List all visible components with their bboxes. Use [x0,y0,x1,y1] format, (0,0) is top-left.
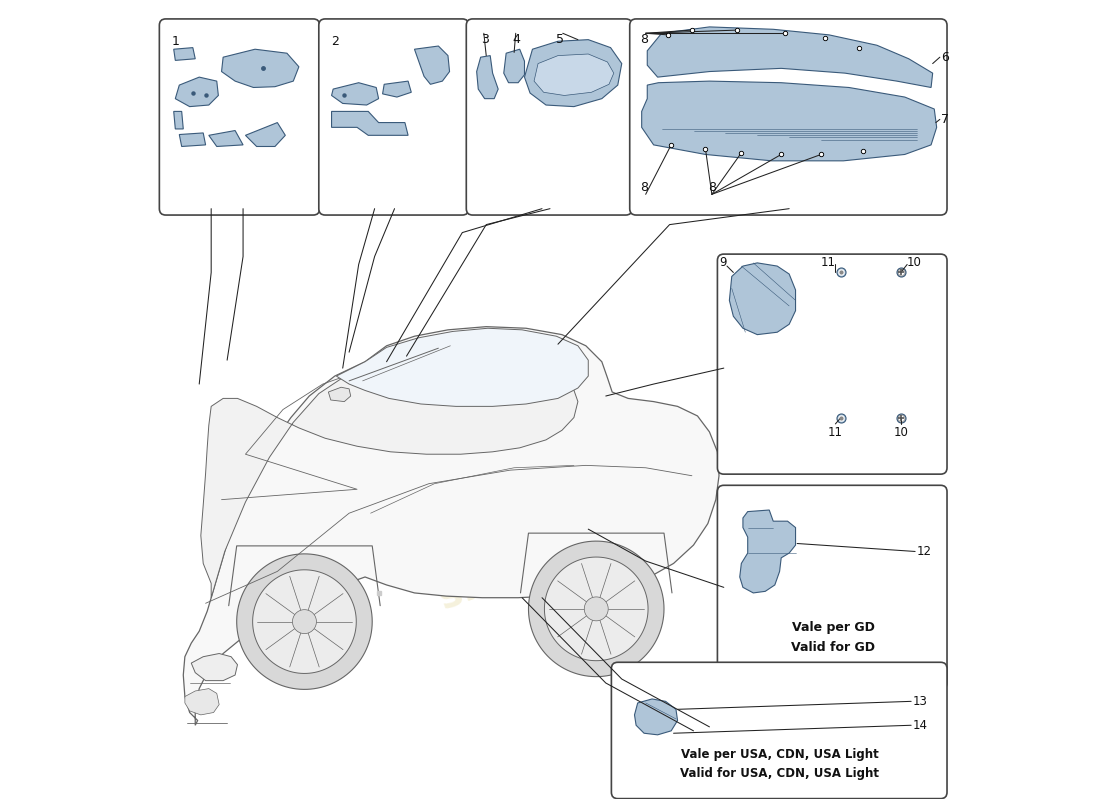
Polygon shape [535,54,614,95]
Polygon shape [245,122,285,146]
Text: 8: 8 [708,182,716,194]
Polygon shape [184,326,719,726]
Polygon shape [415,46,450,84]
Text: 13: 13 [913,695,927,708]
Text: 9: 9 [719,256,727,270]
Polygon shape [293,610,317,634]
FancyBboxPatch shape [319,19,469,215]
Text: 2: 2 [331,35,340,48]
Polygon shape [191,654,238,681]
Text: 11: 11 [828,426,843,438]
Text: parts: parts [395,455,578,568]
FancyBboxPatch shape [612,662,947,798]
Polygon shape [729,263,795,334]
Polygon shape [174,111,184,129]
Polygon shape [641,81,937,161]
FancyBboxPatch shape [466,19,632,215]
Text: Vale per GD: Vale per GD [792,621,875,634]
Text: 8: 8 [640,182,648,194]
Polygon shape [179,133,206,146]
Text: since 1985: since 1985 [433,502,667,618]
Polygon shape [236,554,372,690]
Polygon shape [329,387,351,402]
Polygon shape [647,27,933,87]
FancyBboxPatch shape [717,254,947,474]
Text: 8: 8 [640,34,648,46]
Polygon shape [504,50,525,82]
Text: 4: 4 [513,34,520,46]
FancyBboxPatch shape [160,19,320,215]
Text: 14: 14 [913,718,927,732]
Polygon shape [584,597,608,621]
Text: 3: 3 [481,34,488,46]
FancyBboxPatch shape [717,486,947,690]
Text: 6: 6 [942,50,949,64]
Polygon shape [209,130,243,146]
Text: turbo: turbo [258,370,491,510]
Text: 10: 10 [908,256,922,270]
Polygon shape [544,557,648,661]
Polygon shape [528,541,664,677]
Text: 11: 11 [821,256,835,270]
Polygon shape [174,48,195,60]
Text: 1: 1 [172,35,180,48]
Polygon shape [201,354,578,598]
Polygon shape [525,40,621,106]
Text: 12: 12 [916,545,932,558]
Polygon shape [253,570,356,674]
Text: Valid for GD: Valid for GD [791,641,874,654]
Polygon shape [331,111,408,135]
Polygon shape [175,77,219,106]
Text: Vale per USA, CDN, USA Light: Vale per USA, CDN, USA Light [681,748,879,762]
Text: 7: 7 [942,113,949,126]
Polygon shape [185,689,219,715]
Polygon shape [331,82,378,105]
Polygon shape [221,50,299,87]
Text: 10: 10 [893,426,909,438]
Text: 5: 5 [557,34,564,46]
Polygon shape [476,56,498,98]
Polygon shape [383,81,411,97]
FancyBboxPatch shape [629,19,947,215]
Polygon shape [739,510,795,593]
Text: Valid for USA, CDN, USA Light: Valid for USA, CDN, USA Light [680,766,879,779]
Polygon shape [337,328,588,406]
Polygon shape [635,699,678,735]
